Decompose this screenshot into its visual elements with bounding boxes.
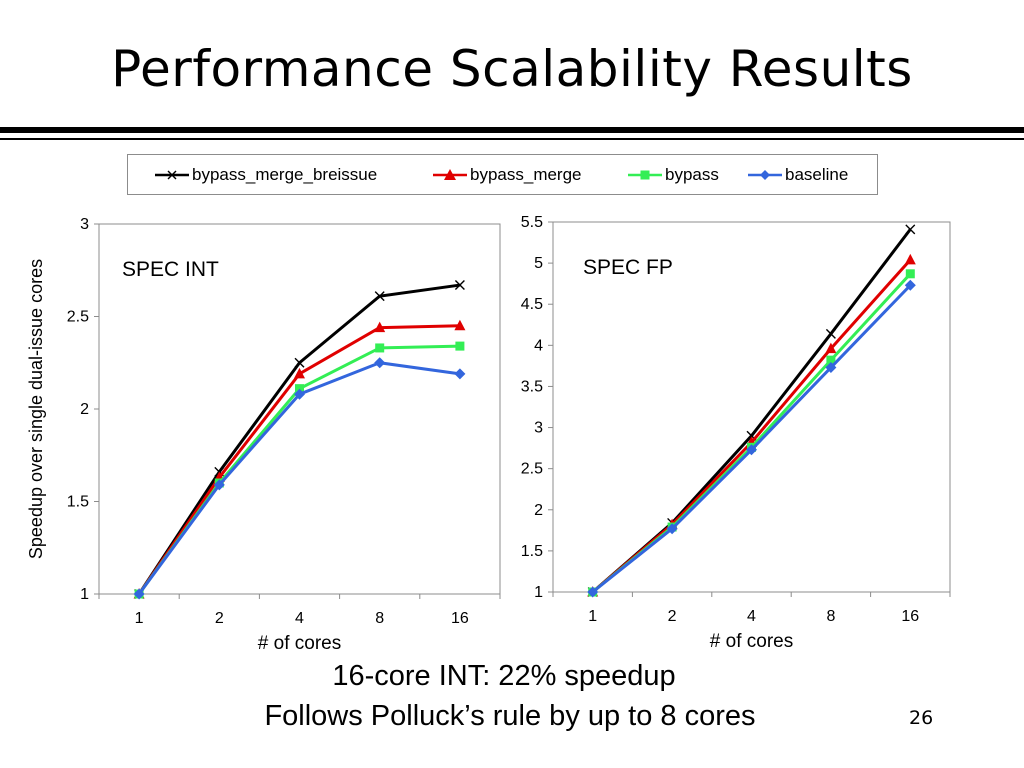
data-point-bypass-merge — [294, 367, 305, 379]
data-point-bypass-merge-breissue — [905, 224, 916, 235]
data-point-bypass — [826, 355, 836, 365]
x-tick-label: 4 — [295, 610, 304, 627]
data-point-baseline — [666, 523, 678, 535]
legend-item-baseline: baseline — [748, 155, 848, 194]
x-tick-label: 8 — [375, 610, 384, 627]
x-axis-label: # of cores — [258, 633, 341, 654]
y-tick-label: 1.5 — [67, 494, 89, 511]
x-tick-label: 1 — [588, 608, 597, 625]
data-point-bypass — [295, 384, 304, 394]
panel-title: SPEC FP — [583, 256, 673, 279]
plot-area-2 — [552, 221, 951, 593]
data-point-baseline — [294, 388, 305, 400]
data-point-bypass-merge-breissue — [374, 291, 385, 302]
caption-line-2: Follows Polluck’s rule by up to 8 cores — [264, 700, 756, 732]
legend-item-bypass-merge-breissue: bypass_merge_breissue — [155, 155, 377, 194]
data-point-baseline — [454, 368, 466, 380]
data-point-baseline — [746, 444, 757, 456]
x-tick-label: 8 — [826, 608, 835, 625]
series-line-bypass-merge — [591, 258, 912, 594]
triangle-marker-icon — [433, 168, 467, 180]
data-point-baseline — [825, 362, 837, 374]
data-point-bypass-merge — [904, 253, 916, 265]
x-axis-label: # of cores — [710, 631, 793, 652]
data-point-bypass — [905, 269, 915, 279]
y-tick-label: 5 — [534, 255, 543, 272]
x-tick-label: 2 — [668, 608, 677, 625]
y-tick-label: 3.5 — [521, 378, 543, 395]
y-tick-label: 4 — [534, 337, 543, 354]
data-point-bypass — [375, 343, 385, 353]
y-tick-label: 4.5 — [521, 296, 543, 313]
data-point-bypass-merge — [454, 319, 466, 331]
x-tick-label: 1 — [135, 610, 144, 627]
chart-legend: bypass_merge_breissue bypass_merge bypas… — [127, 154, 878, 195]
x-tick-label: 16 — [901, 608, 919, 625]
data-point-baseline — [213, 479, 225, 491]
caption-line-1: 16-core INT: 22% speedup — [332, 660, 676, 692]
slide-title: Performance Scalability Results — [111, 40, 913, 98]
legend-item-bypass: bypass — [628, 155, 719, 194]
y-tick-label: 2 — [534, 502, 543, 519]
data-point-baseline — [374, 357, 386, 369]
panel-title: SPEC INT — [122, 258, 219, 281]
y-tick-label: 1 — [534, 584, 543, 601]
legend-item-bypass-merge: bypass_merge — [433, 155, 582, 194]
y-tick-label: 5.5 — [521, 214, 543, 231]
x-tick-label: 16 — [451, 610, 469, 627]
data-point-bypass-merge — [374, 321, 386, 333]
diamond-marker-icon — [748, 169, 782, 180]
data-point-bypass-merge — [825, 342, 837, 354]
series-line-bypass — [137, 344, 460, 595]
legend-label: bypass — [665, 164, 719, 184]
x-tick-label: 4 — [747, 608, 756, 625]
series-line-bypass — [591, 272, 912, 594]
x-tick-label: 2 — [215, 610, 224, 627]
data-point-bypass-merge-breissue — [454, 280, 465, 291]
y-axis-label: Speedup over single dual-issue cores — [26, 259, 46, 559]
data-point-baseline — [904, 279, 916, 291]
series-line-bypass-merge-breissue — [137, 283, 461, 595]
legend-label: baseline — [785, 164, 849, 184]
data-point-bypass — [455, 341, 465, 351]
y-tick-label: 2.5 — [67, 309, 89, 326]
x-marker-icon — [155, 170, 189, 179]
title-rule-thin — [0, 138, 1024, 140]
data-point-bypass-merge-breissue — [746, 430, 757, 441]
title-rule-thick — [0, 127, 1024, 133]
y-tick-label: 3 — [80, 216, 89, 233]
square-marker-icon — [628, 170, 662, 179]
series-line-bypass-merge-breissue — [591, 228, 912, 594]
data-point-bypass-merge-breissue — [825, 328, 836, 339]
page-number: 26 — [909, 707, 934, 729]
legend-label: bypass_merge_breissue — [192, 164, 378, 184]
data-point-baseline — [133, 588, 145, 600]
y-tick-label: 3 — [534, 420, 543, 437]
y-tick-label: 1.5 — [521, 543, 543, 560]
legend-label: bypass_merge — [470, 164, 582, 184]
data-point-baseline — [587, 586, 599, 598]
y-tick-label: 2.5 — [521, 461, 543, 478]
y-tick-label: 2 — [80, 401, 89, 418]
data-point-bypass-merge-breissue — [294, 357, 305, 368]
y-tick-label: 1 — [80, 586, 89, 603]
